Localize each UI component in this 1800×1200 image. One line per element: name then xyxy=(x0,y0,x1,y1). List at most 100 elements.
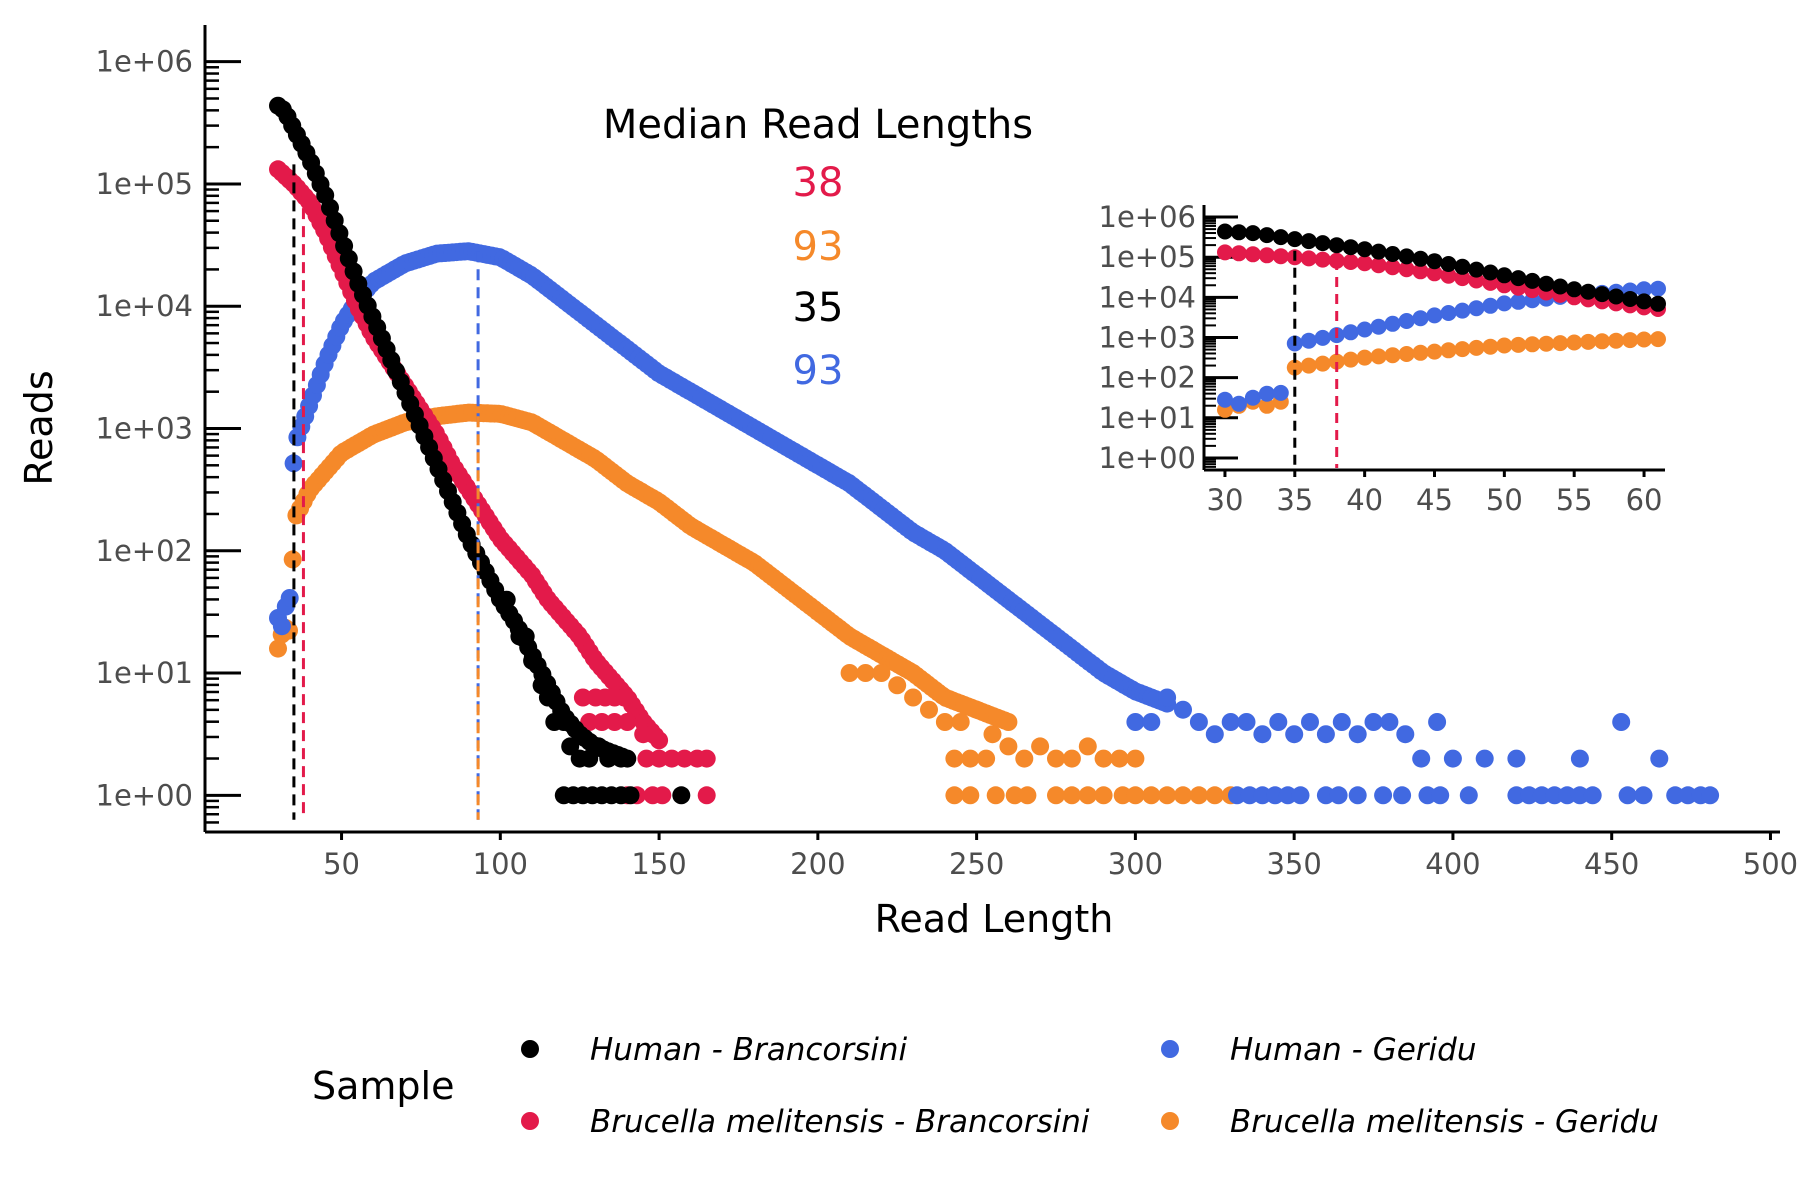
inset-series-human-brancorsini xyxy=(1217,223,1666,312)
data-point xyxy=(1047,749,1065,768)
inset-data-point xyxy=(1636,331,1652,348)
data-point xyxy=(561,737,580,756)
inset-data-point xyxy=(1384,246,1401,262)
data-point xyxy=(1301,713,1319,731)
data-point xyxy=(672,786,691,805)
data-point xyxy=(1520,786,1539,805)
inset-data-point xyxy=(1538,335,1555,352)
inset-data-point xyxy=(1496,267,1513,284)
data-point xyxy=(612,749,630,768)
inset-data-point xyxy=(1454,258,1471,275)
data-point xyxy=(986,786,1005,805)
inset-data-point xyxy=(1412,310,1429,327)
inset-data-point xyxy=(1328,237,1345,254)
series-human-brancorsini xyxy=(269,96,691,805)
data-point xyxy=(1650,749,1669,768)
data-point xyxy=(840,664,859,682)
data-point xyxy=(1316,786,1335,805)
data-point xyxy=(1174,786,1192,805)
data-point xyxy=(643,725,662,744)
data-point xyxy=(1269,713,1288,731)
data-point xyxy=(961,749,980,768)
inset-data-point xyxy=(1300,250,1317,267)
inset-data-point xyxy=(1650,280,1666,297)
inset-data-point xyxy=(1314,355,1331,372)
data-point xyxy=(1062,749,1081,768)
y-tick-label: 1e+06 xyxy=(96,45,194,79)
inset-data-point xyxy=(1608,332,1625,349)
inset-data-point xyxy=(1272,384,1289,401)
data-point xyxy=(1545,786,1564,805)
inset-data-point xyxy=(1552,278,1569,295)
data-point xyxy=(1189,713,1208,731)
inset-data-point xyxy=(1384,347,1401,364)
data-point xyxy=(538,688,557,707)
inset-y-tick-label: 1e+00 xyxy=(1099,441,1197,475)
data-point xyxy=(999,737,1018,756)
data-point xyxy=(1189,786,1208,805)
inset-series-human-geridu xyxy=(1217,280,1666,412)
inset-data-point xyxy=(1342,351,1359,368)
inset-data-point xyxy=(1217,244,1233,261)
inset-data-point xyxy=(1580,283,1597,300)
legend-swatch-brucella-brancorsini xyxy=(521,1112,539,1130)
x-tick-label: 150 xyxy=(631,847,686,881)
data-point xyxy=(1142,713,1161,731)
data-point xyxy=(961,786,980,805)
data-point xyxy=(650,749,669,768)
data-point xyxy=(497,590,516,609)
data-point xyxy=(1113,786,1132,805)
y-tick-label: 1e+00 xyxy=(96,778,194,812)
inset-y-tick-label: 1e+01 xyxy=(1099,401,1197,435)
y-tick-label: 1e+04 xyxy=(96,289,194,323)
data-point xyxy=(872,664,891,682)
inset-data-point xyxy=(1258,247,1275,264)
inset-plot: 1e+00 1e+01 1e+02 1e+03 1e+04 1e+05 1e+06 30 35 4… xyxy=(1099,200,1666,517)
data-point xyxy=(621,786,640,805)
data-point xyxy=(1253,786,1272,805)
data-point xyxy=(1348,786,1367,805)
legend-label-brucella-brancorsini: Brucella melitensis - Brancorsini xyxy=(590,1104,1090,1140)
data-point xyxy=(983,725,1002,744)
inset-data-point xyxy=(1300,233,1317,250)
data-point xyxy=(1329,786,1348,805)
x-tick-label: 250 xyxy=(949,847,1004,881)
inset-data-point xyxy=(1272,248,1289,265)
x-tick-label: 450 xyxy=(1584,847,1639,881)
legend-swatch-human-geridu xyxy=(1161,1040,1179,1058)
series-brucella-melitensis-geridu xyxy=(269,403,1240,805)
inset-data-point xyxy=(1510,270,1527,287)
inset-data-point xyxy=(1342,254,1359,270)
x-axis-title: Read Length xyxy=(875,897,1114,941)
data-point xyxy=(888,676,907,695)
data-point xyxy=(1158,688,1177,707)
inset-data-point xyxy=(1398,346,1415,362)
y-tick-label: 1e+02 xyxy=(96,534,194,568)
inset-y-tick-label: 1e+04 xyxy=(1099,280,1197,314)
data-point xyxy=(675,749,694,768)
data-point xyxy=(1431,786,1450,805)
x-tick-label: 400 xyxy=(1425,847,1480,881)
data-point xyxy=(697,786,716,805)
median-value-1: 38 xyxy=(793,160,844,206)
median-annotation: Median Read Lengths 38 93 35 93 xyxy=(603,102,1033,394)
y-tick-label: 1e+01 xyxy=(96,656,194,690)
median-value-4: 93 xyxy=(793,348,844,394)
data-point xyxy=(272,617,291,636)
inset-y-tick-label: 1e+02 xyxy=(1099,361,1197,395)
inset-data-point xyxy=(1636,293,1652,310)
inset-data-point xyxy=(1524,272,1541,289)
inset-data-point xyxy=(1622,291,1639,307)
data-point xyxy=(1031,737,1050,756)
inset-data-point xyxy=(1384,315,1401,332)
data-point xyxy=(1174,700,1192,719)
y-axis-title: Reads xyxy=(17,370,61,485)
data-point xyxy=(592,713,611,731)
inset-data-point xyxy=(1594,286,1611,303)
data-point xyxy=(951,713,970,731)
inset-data-point xyxy=(1272,229,1289,246)
data-point xyxy=(1428,713,1447,731)
data-point xyxy=(653,786,672,805)
data-point xyxy=(1380,713,1399,731)
inset-data-point xyxy=(1398,248,1415,265)
